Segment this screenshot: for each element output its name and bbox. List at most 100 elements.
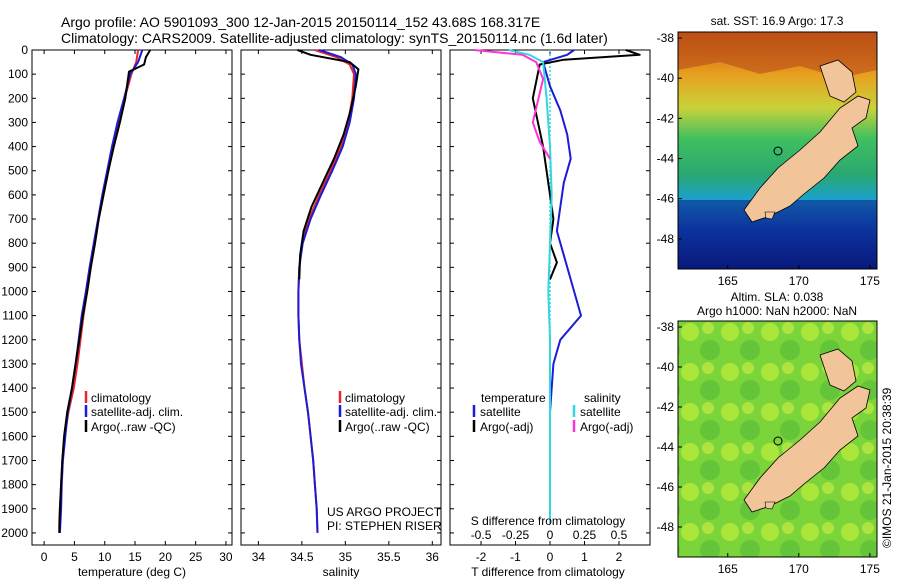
x-tick-label: 15 — [128, 550, 142, 564]
y-tick-label: 1900 — [1, 502, 28, 516]
north-island-land — [819, 59, 857, 103]
x-tick-label: 34.5 — [290, 550, 314, 564]
imos-timestamp: ©IMOS 21-Jan-2015 20:38:39 — [880, 387, 894, 548]
temperature-x-label: temperature (deg C) — [78, 565, 186, 579]
x-tick-label: 1 — [581, 550, 588, 564]
y-tick-label: 1100 — [2, 309, 28, 323]
difference-s-label: S difference from climatology — [471, 514, 626, 528]
map-y-tick-label: -46 — [657, 192, 675, 206]
x-tick-label: 35.5 — [377, 550, 401, 564]
sst-map-x-axis: 165 170 175 — [718, 265, 880, 288]
s-tick-label: 0.25 — [573, 528, 597, 542]
y-tick-label: 200 — [8, 91, 28, 105]
y-tick-label: 700 — [8, 212, 28, 226]
y-tick-label: 800 — [8, 236, 28, 250]
y-tick-label: 100 — [8, 67, 28, 81]
sla-map-y-axis: -38 -40 -42 -44 -46 -48 — [657, 320, 682, 534]
sla-map-title-line1: Altim. SLA: 0.038 — [731, 290, 824, 304]
y-tick-label: 500 — [8, 164, 28, 178]
salinity-series — [297, 49, 360, 533]
legend-label-s-argo: Argo(-adj) — [580, 420, 633, 434]
legend-label-climatology: climatology — [91, 391, 151, 405]
sla-map-title-line2: Argo h1000: NaN h2000: NaN — [697, 304, 857, 318]
legend-label-climatology: climatology — [345, 391, 405, 405]
difference-y-ticks — [450, 49, 650, 534]
figure-title-line2: Climatology: CARS2009. Satellite-adjuste… — [61, 30, 608, 46]
s-tick-label: 0.5 — [611, 528, 628, 542]
salinity-panel: 34 34.5 35 35.5 36 salinity climatology sate… — [240, 49, 442, 579]
map-y-tick-label: -42 — [657, 400, 675, 414]
temperature-axes-frame — [31, 49, 233, 546]
y-tick-label: 1500 — [1, 405, 28, 419]
y-tick-label: 300 — [8, 115, 28, 129]
y-tick-label: 1700 — [1, 453, 28, 467]
north-island-land — [819, 348, 857, 392]
x-tick-label: 30 — [219, 550, 233, 564]
sla-map-x-axis: 165 170 175 — [718, 553, 880, 576]
series-line-satellite — [508, 49, 553, 524]
sst-map-frame — [677, 31, 878, 270]
map-y-tick-label: -38 — [657, 31, 675, 45]
map-x-tick-label: 175 — [860, 562, 880, 576]
map-y-tick-label: -40 — [657, 71, 675, 85]
x-tick-label: 5 — [71, 550, 78, 564]
map-y-tick-label: -42 — [657, 111, 675, 125]
s-tick-label: -0.5 — [471, 528, 492, 542]
x-tick-label: 36 — [426, 550, 440, 564]
y-tick-label: 1800 — [1, 478, 28, 492]
x-tick-label: 25 — [189, 550, 203, 564]
y-tick-label: 1400 — [1, 381, 28, 395]
figure-title-line1: Argo profile: AO 5901093_300 12-Jan-2015… — [61, 14, 540, 30]
temperature-y-axis: 0 100 200 300 400 500 600 700 800 900 1000 1100 1200… — [1, 43, 232, 540]
s-tick-label: 0 — [547, 528, 554, 542]
difference-legend: temperature salinity satellite Argo(-adj… — [472, 391, 633, 434]
map-y-tick-label: -40 — [657, 360, 675, 374]
argo-float-marker — [773, 146, 783, 156]
y-tick-label: 1200 — [1, 333, 28, 347]
difference-series — [474, 49, 641, 524]
legend-label-t-argo: Argo(-adj) — [480, 420, 533, 434]
argo-float-marker — [773, 436, 783, 446]
map-y-tick-label: -44 — [657, 440, 675, 454]
map-y-tick-label: -44 — [657, 152, 675, 166]
sla-map-frame — [677, 320, 878, 558]
x-tick-label: 35 — [339, 550, 353, 564]
difference-x-label: T difference from climatology — [471, 565, 625, 579]
temperature-series — [58, 49, 152, 533]
x-tick-label: 10 — [98, 550, 112, 564]
series-line-argo-adj- — [474, 49, 551, 160]
pi-annotation: PI: STEPHEN RISER — [327, 519, 442, 533]
x-tick-label: 0 — [547, 550, 554, 564]
legend-header-temperature: temperature — [481, 391, 546, 405]
stewart-island-land — [764, 211, 776, 220]
salinity-legend: climatology satellite-adj. clim. Argo(..… — [338, 391, 437, 434]
south-island-land — [743, 95, 871, 223]
y-tick-label: 1300 — [1, 357, 28, 371]
y-tick-label: 1600 — [1, 429, 28, 443]
x-tick-label: 20 — [159, 550, 173, 564]
y-tick-label: 2000 — [1, 526, 28, 540]
sst-map: sat. SST: 16.9 Argo: 17.3 -38 -40 -42 -44 -4… — [657, 14, 881, 288]
salinity-x-axis: 34 34.5 35 35.5 36 — [252, 50, 440, 564]
temperature-legend: climatology satellite-adj. clim. Argo(..… — [84, 391, 183, 434]
x-tick-label: -1 — [510, 550, 521, 564]
map-y-tick-label: -38 — [657, 320, 675, 334]
salinity-axes-frame — [240, 49, 442, 546]
series-line-argo-raw-qc- — [58, 49, 152, 533]
difference-panel: -2 -1 0 1 2 -0.5 -0.25 0 0.25 0.5 S difference fr… — [449, 49, 651, 579]
sst-map-y-axis: -38 -40 -42 -44 -46 -48 — [657, 31, 682, 246]
sst-map-title: sat. SST: 16.9 Argo: 17.3 — [711, 14, 844, 28]
y-tick-label: 1000 — [1, 284, 28, 298]
map-y-tick-label: -46 — [657, 480, 675, 494]
y-tick-label: 400 — [8, 140, 28, 154]
difference-x-axis: -2 -1 0 1 2 -0.5 -0.25 0 0.25 0.5 — [471, 50, 628, 564]
map-x-tick-label: 165 — [718, 562, 738, 576]
legend-label-satellite: satellite-adj. clim. — [91, 405, 183, 419]
map-x-tick-label: 165 — [718, 274, 738, 288]
south-island-land — [743, 385, 871, 513]
x-tick-label: 0 — [41, 550, 48, 564]
series-line-argo-raw-qc- — [297, 49, 360, 280]
y-tick-label: 600 — [8, 188, 28, 202]
map-y-tick-label: -48 — [657, 232, 675, 246]
